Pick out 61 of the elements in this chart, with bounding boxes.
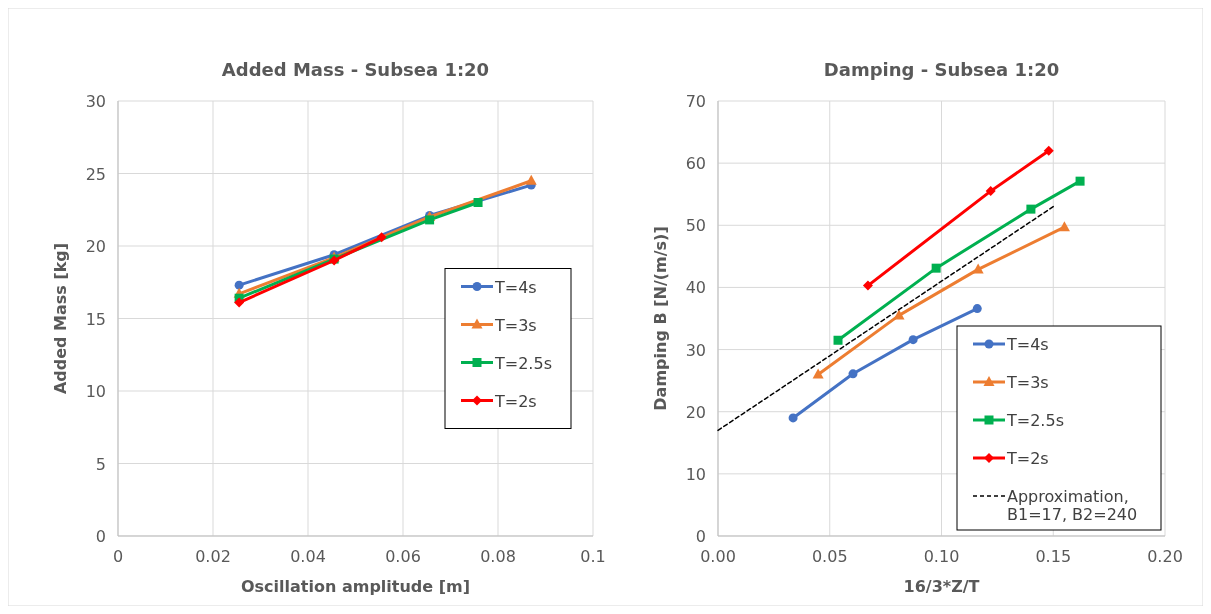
y-tick-label: 40 (685, 278, 706, 298)
x-tick-label: 0.04 (290, 547, 326, 566)
point (1043, 145, 1054, 156)
x-tick-label: 0.00 (700, 547, 736, 566)
x-tick-label: 0 (112, 547, 124, 566)
point (788, 413, 798, 423)
y-tick-label: 70 (685, 92, 706, 111)
x-tick-label: 0.08 (480, 547, 516, 566)
x-tick-label: 0.02 (195, 547, 231, 566)
x-tick-label: 0.20 (1147, 547, 1183, 566)
y-tick-label: 30 (685, 340, 706, 360)
x-axis-title: 16/3*Z/T (903, 577, 980, 596)
x-tick-label: 0.06 (385, 547, 421, 566)
y-tick-label: 15 (85, 309, 106, 329)
point (908, 335, 918, 345)
y-tick-label: 10 (685, 464, 706, 484)
x-tick-label: 0.1 (580, 547, 606, 566)
point (234, 280, 244, 290)
x-tick-label: 0.10 (923, 547, 960, 566)
y-axis-title: Damping B [N/(m/s)] (651, 226, 670, 411)
point (833, 335, 843, 345)
legend-label: T=3s (1006, 373, 1049, 392)
point (425, 215, 435, 225)
legend-label: T=2.5s (494, 353, 552, 373)
legend-label: T=4s (494, 277, 537, 297)
legend-label: T=2s (1006, 449, 1049, 468)
y-tick-label: 25 (85, 164, 106, 184)
point (376, 232, 387, 243)
chart-title: Added Mass - Subsea 1:20 (221, 59, 490, 80)
legend-label: Approximation, B1=17, B2=240 (1007, 487, 1138, 524)
point (812, 368, 824, 379)
point (972, 263, 984, 274)
chart-title: Damping - Subsea 1:20 (823, 59, 1060, 80)
y-tick-label: 60 (685, 154, 706, 174)
y-tick-label: 0 (695, 527, 706, 546)
legend-label: T=2.5s (1006, 411, 1064, 430)
point (1075, 176, 1085, 186)
point (931, 263, 941, 273)
point (985, 186, 996, 197)
point (525, 174, 537, 185)
y-tick-label: 20 (85, 237, 106, 256)
y-tick-label: 0 (95, 527, 106, 546)
x-tick-label: 0.05 (811, 547, 848, 566)
y-tick-label: 5 (95, 454, 106, 474)
y-tick-label: 30 (85, 92, 106, 111)
x-tick-label: 0.15 (1035, 547, 1072, 566)
y-tick-label: 20 (685, 402, 706, 422)
y-axis-title: Added Mass [kg] (51, 242, 70, 395)
legend-label: T=2s (494, 391, 537, 411)
point (972, 304, 982, 314)
legend-label: T=4s (1006, 335, 1049, 354)
point (473, 198, 483, 207)
y-tick-label: 10 (85, 382, 106, 401)
point (848, 369, 858, 379)
y-tick-label: 50 (685, 216, 706, 236)
point (862, 280, 873, 291)
legend-label: T=3s (494, 315, 537, 335)
point (234, 297, 245, 308)
x-axis-title: Oscillation amplitude [m] (240, 577, 471, 596)
point (1026, 204, 1036, 214)
point (1058, 221, 1070, 232)
